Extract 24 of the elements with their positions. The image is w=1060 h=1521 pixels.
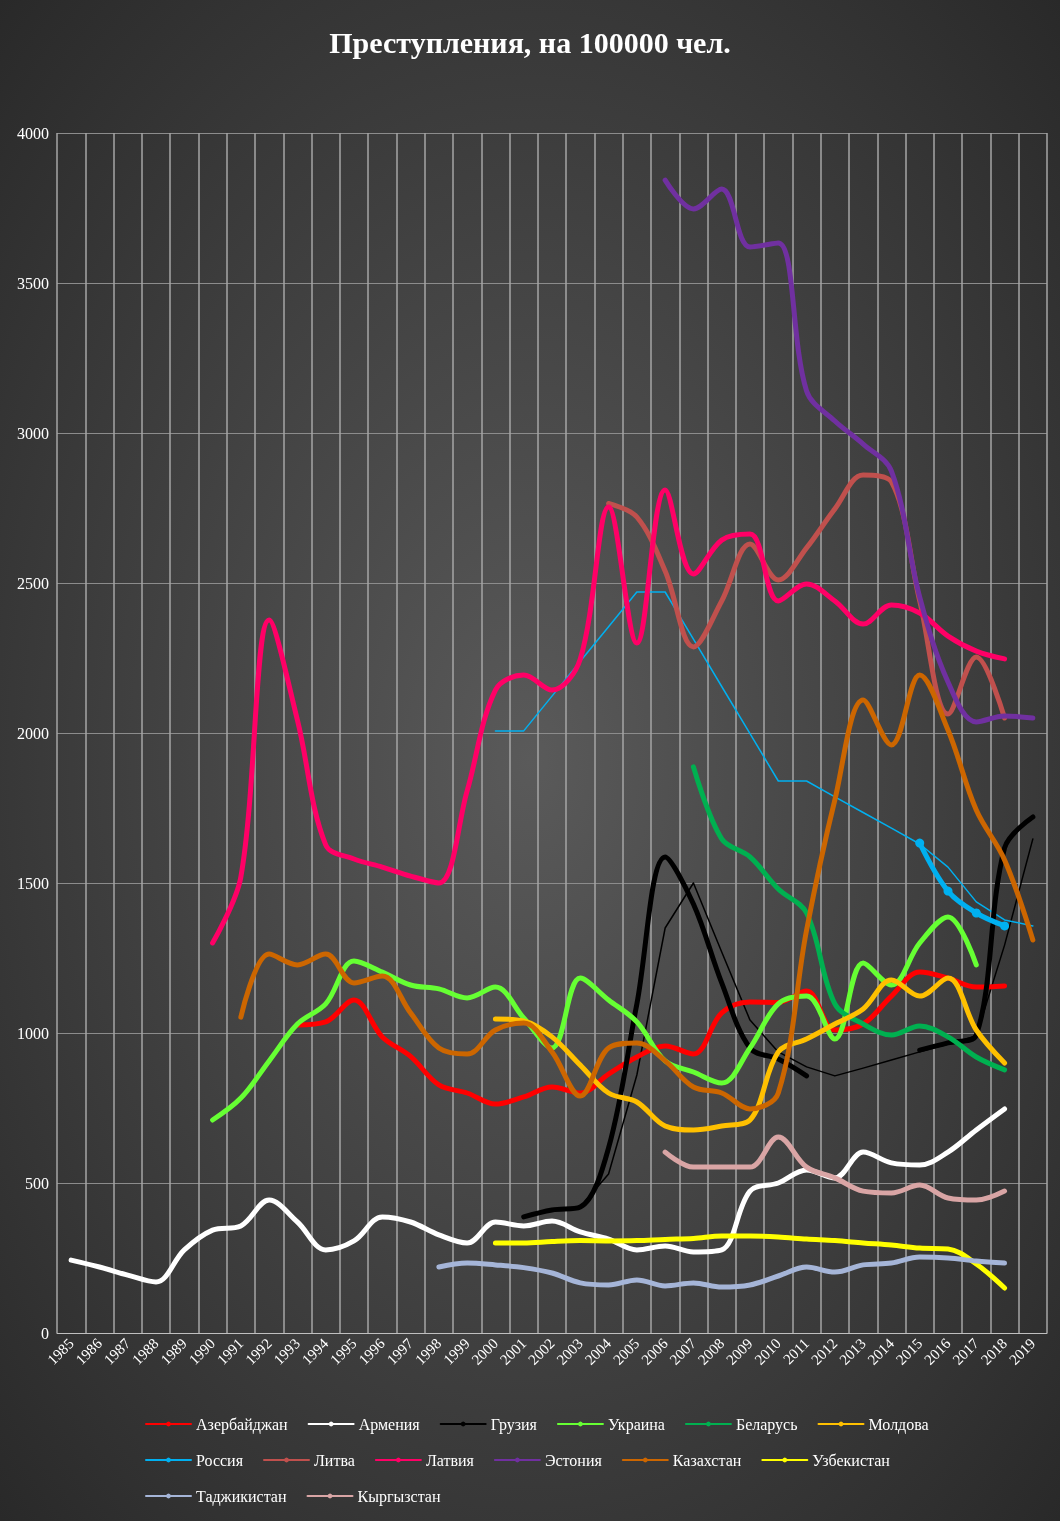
y-tick-label: 4000 xyxy=(17,124,49,142)
legend-label: Грузия xyxy=(490,1415,538,1434)
y-tick-label: 500 xyxy=(25,1174,49,1192)
y-tick-label: 2000 xyxy=(17,724,49,742)
legend-label: Эстония xyxy=(544,1451,603,1469)
legend-label: Узбекистан xyxy=(812,1451,891,1469)
legend-label: Молдова xyxy=(868,1415,929,1434)
legend-label: Россия xyxy=(196,1451,244,1469)
legend-label: Таджикистан xyxy=(196,1487,287,1506)
legend-label: Армения xyxy=(358,1415,421,1434)
legend-label: Беларусь xyxy=(735,1415,798,1434)
legend-label: Кыргызстан xyxy=(357,1487,441,1506)
chart-title: Преступления, на 100000 чел. xyxy=(329,25,731,59)
legend-label: Литва xyxy=(314,1451,355,1469)
legend-label: Украина xyxy=(607,1415,665,1434)
y-tick-label: 1000 xyxy=(17,1024,49,1042)
y-tick-label: 2500 xyxy=(17,574,49,592)
y-tick-label: 1500 xyxy=(17,874,49,892)
y-tick-label: 3000 xyxy=(17,424,49,442)
y-tick-label: 0 xyxy=(41,1324,49,1342)
y-tick-label: 3500 xyxy=(17,274,49,292)
legend-label: Казахстан xyxy=(672,1451,742,1469)
legend-label: Азербайджан xyxy=(196,1415,289,1434)
legend-label: Латвия xyxy=(425,1451,475,1469)
